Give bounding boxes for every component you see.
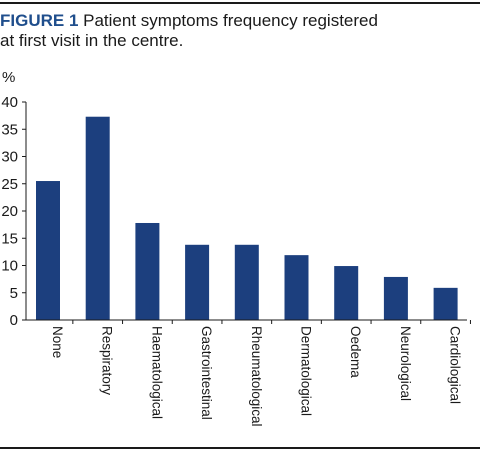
x-axis-labels: None Respiratory Haematological Gastrointes…	[50, 320, 471, 427]
y-tick-label: 0	[10, 312, 18, 329]
y-tick-label: 25	[1, 176, 18, 193]
x-tick-label-rheumatological: Rheumatological	[249, 326, 264, 427]
bar-cardiological	[433, 287, 458, 320]
y-axis-label: %	[2, 69, 15, 86]
y-axis-ticks: 0 5 10 15 20 25 30 35 40	[1, 94, 26, 329]
bar-none	[36, 181, 60, 320]
bar-respiratory	[85, 116, 110, 320]
figure-label: FIGURE 1	[0, 11, 79, 30]
x-tick-label-neurological: Neurological	[398, 326, 413, 401]
bar-haematological	[135, 222, 160, 320]
y-tick-label: 20	[1, 203, 18, 220]
caption-line-2: at first visit in the centre.	[0, 31, 184, 50]
x-tick-label-none: None	[50, 326, 65, 358]
y-tick-label: 5	[10, 285, 18, 302]
bar-rheumatological	[234, 244, 259, 320]
x-tick-label-gastrointestinal: Gastrointestinal	[199, 326, 214, 420]
bottom-rule	[0, 447, 480, 449]
figure-caption: FIGURE 1 Patient symptoms frequency regi…	[0, 11, 470, 51]
x-tick-label-cardiological: Cardiological	[448, 326, 463, 404]
y-tick-label: 30	[1, 149, 18, 166]
top-rule	[0, 2, 480, 4]
bar-dermatological	[284, 255, 309, 320]
y-tick-label: 35	[1, 121, 18, 138]
y-tick-label: 10	[1, 258, 18, 275]
bars	[36, 116, 458, 320]
bar-neurological	[383, 276, 408, 320]
x-tick-label-respiratory: Respiratory	[100, 326, 115, 395]
bar-oedema	[334, 266, 359, 320]
x-tick-label-dermatological: Dermatological	[299, 326, 314, 416]
x-tick-label-oedema: Oedema	[348, 326, 363, 378]
bar-gastrointestinal	[185, 244, 210, 320]
x-tick-label-haematological: Haematological	[149, 326, 164, 419]
caption-line-1: Patient symptoms frequency registered	[83, 11, 378, 30]
y-tick-label: 40	[1, 94, 18, 111]
y-tick-label: 15	[1, 230, 18, 247]
